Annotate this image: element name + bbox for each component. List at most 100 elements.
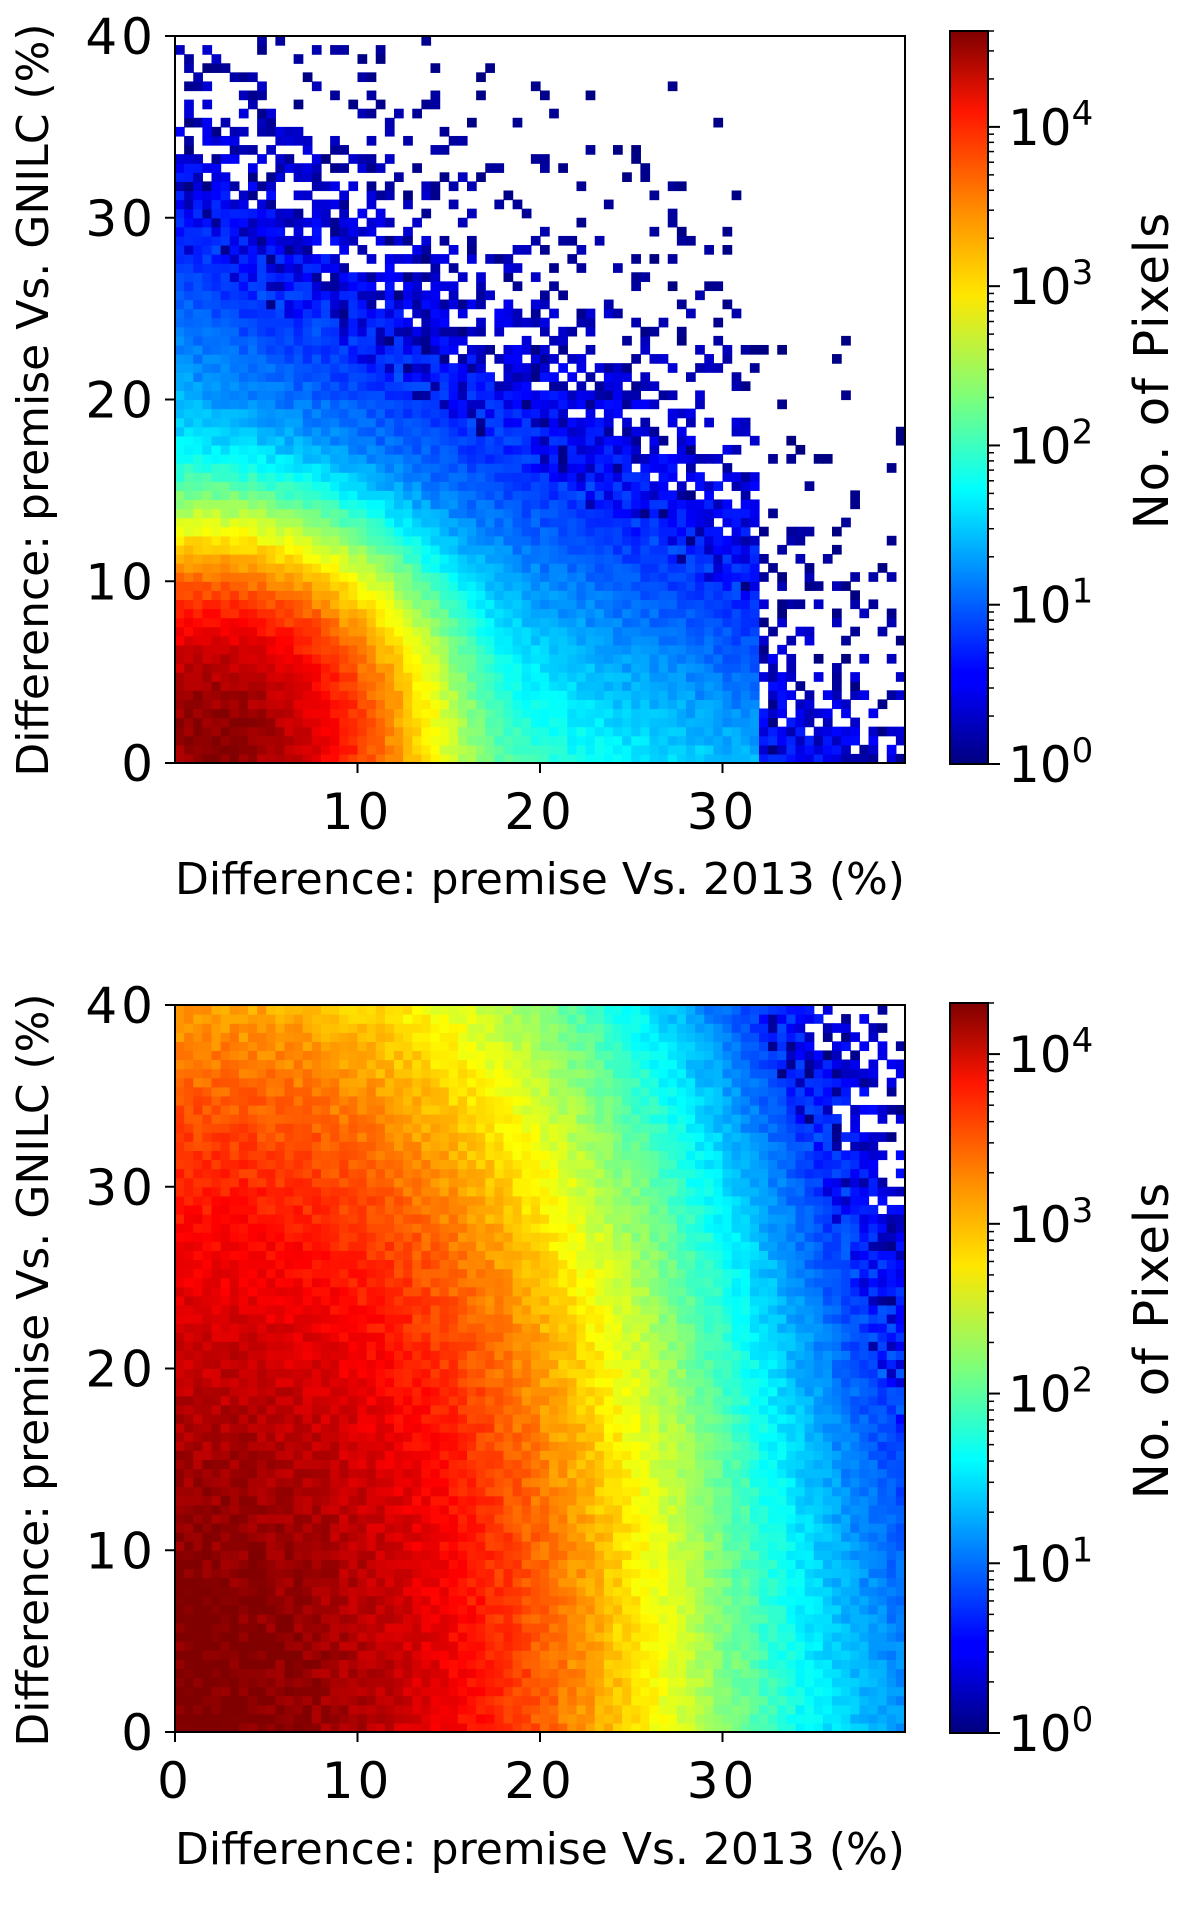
histogram-cell xyxy=(321,281,331,292)
histogram-cell xyxy=(384,399,395,410)
histogram-cell xyxy=(467,717,477,728)
histogram-cell xyxy=(649,508,660,519)
histogram-cell xyxy=(220,1259,231,1270)
histogram-cell xyxy=(348,563,359,573)
histogram-cell xyxy=(549,481,559,491)
histogram-cell xyxy=(257,1268,267,1279)
histogram-cell xyxy=(558,735,568,746)
histogram-cell xyxy=(421,626,432,637)
histogram-cell xyxy=(412,344,422,355)
histogram-cell xyxy=(229,1077,240,1088)
histogram-cell xyxy=(603,663,614,673)
histogram-cell xyxy=(768,663,778,673)
histogram-cell xyxy=(339,508,349,519)
histogram-cell xyxy=(576,317,587,328)
histogram-cell xyxy=(412,245,422,255)
histogram-cell xyxy=(649,681,660,691)
histogram-cell xyxy=(695,681,705,691)
histogram-cell xyxy=(722,608,733,619)
histogram-cell xyxy=(202,99,213,110)
histogram-cell xyxy=(184,1713,194,1724)
histogram-cell xyxy=(439,581,450,591)
histogram-cell xyxy=(439,599,450,610)
histogram-cell xyxy=(311,1404,322,1415)
histogram-cell xyxy=(220,735,231,746)
histogram-cell xyxy=(394,681,404,691)
histogram-cell xyxy=(512,653,523,664)
histogram-cell xyxy=(384,281,395,292)
histogram-cell xyxy=(476,599,486,610)
histogram-cell xyxy=(266,1241,276,1251)
histogram-cell xyxy=(275,490,286,501)
histogram-cell xyxy=(686,699,696,710)
histogram-cell xyxy=(220,517,231,528)
histogram-cell xyxy=(184,426,194,437)
histogram-cell xyxy=(275,1104,286,1115)
histogram-cell xyxy=(229,481,240,491)
histogram-cell xyxy=(238,644,249,655)
histogram-cell xyxy=(594,590,605,601)
histogram-cell xyxy=(366,599,377,610)
histogram-cell xyxy=(248,363,258,373)
histogram-cell xyxy=(248,1722,258,1733)
histogram-cell xyxy=(576,690,587,700)
histogram-cell xyxy=(284,426,295,437)
histogram-cell xyxy=(375,235,386,246)
histogram-cell xyxy=(658,526,669,537)
histogram-cell xyxy=(731,599,742,610)
histogram-cell xyxy=(403,726,413,737)
histogram-cell xyxy=(302,1332,313,1342)
histogram-cell xyxy=(302,1232,313,1242)
histogram-cell xyxy=(448,526,459,537)
histogram-cell xyxy=(503,317,514,328)
histogram-cell xyxy=(284,1704,295,1715)
histogram-cell xyxy=(640,417,651,428)
histogram-cell xyxy=(476,272,486,282)
histogram-cell xyxy=(512,708,523,719)
histogram-cell xyxy=(175,1486,185,1497)
top-histogram-cells xyxy=(175,36,906,764)
histogram-cell xyxy=(302,1068,313,1079)
histogram-cell xyxy=(759,572,769,582)
histogram-cell xyxy=(457,635,468,646)
histogram-cell xyxy=(238,272,249,282)
histogram-cell xyxy=(257,1195,267,1206)
histogram-cell xyxy=(229,1050,240,1061)
histogram-cell xyxy=(640,681,651,691)
histogram-cell xyxy=(193,690,203,700)
histogram-cell xyxy=(585,426,596,437)
histogram-cell xyxy=(284,245,295,255)
histogram-cell xyxy=(284,1641,295,1651)
histogram-cell xyxy=(430,708,441,719)
histogram-cell xyxy=(530,708,541,719)
histogram-cell xyxy=(284,126,295,137)
histogram-cell xyxy=(275,1050,286,1061)
histogram-cell xyxy=(832,617,842,628)
histogram-cell xyxy=(275,135,286,146)
histogram-cell xyxy=(457,581,468,591)
histogram-cell xyxy=(248,572,258,582)
histogram-cell xyxy=(175,1041,185,1052)
histogram-cell xyxy=(211,217,222,228)
histogram-cell xyxy=(412,499,422,510)
histogram-cell xyxy=(257,663,267,673)
histogram-cell xyxy=(421,317,432,328)
histogram-cell xyxy=(275,663,286,673)
histogram-cell xyxy=(211,1532,222,1542)
histogram-cell xyxy=(476,417,486,428)
histogram-cell xyxy=(202,544,213,555)
histogram-cell xyxy=(284,417,295,428)
histogram-cell xyxy=(193,1686,203,1697)
histogram-cell xyxy=(448,281,459,292)
histogram-cell xyxy=(658,553,669,564)
histogram-cell xyxy=(494,163,505,173)
histogram-cell xyxy=(238,363,249,373)
histogram-cell xyxy=(229,154,240,164)
histogram-cell xyxy=(576,590,587,601)
histogram-cell xyxy=(293,517,304,528)
histogram-cell xyxy=(229,581,240,591)
histogram-cell xyxy=(503,363,514,373)
histogram-cell xyxy=(321,263,331,273)
histogram-cell xyxy=(704,454,714,464)
histogram-cell xyxy=(257,544,267,555)
